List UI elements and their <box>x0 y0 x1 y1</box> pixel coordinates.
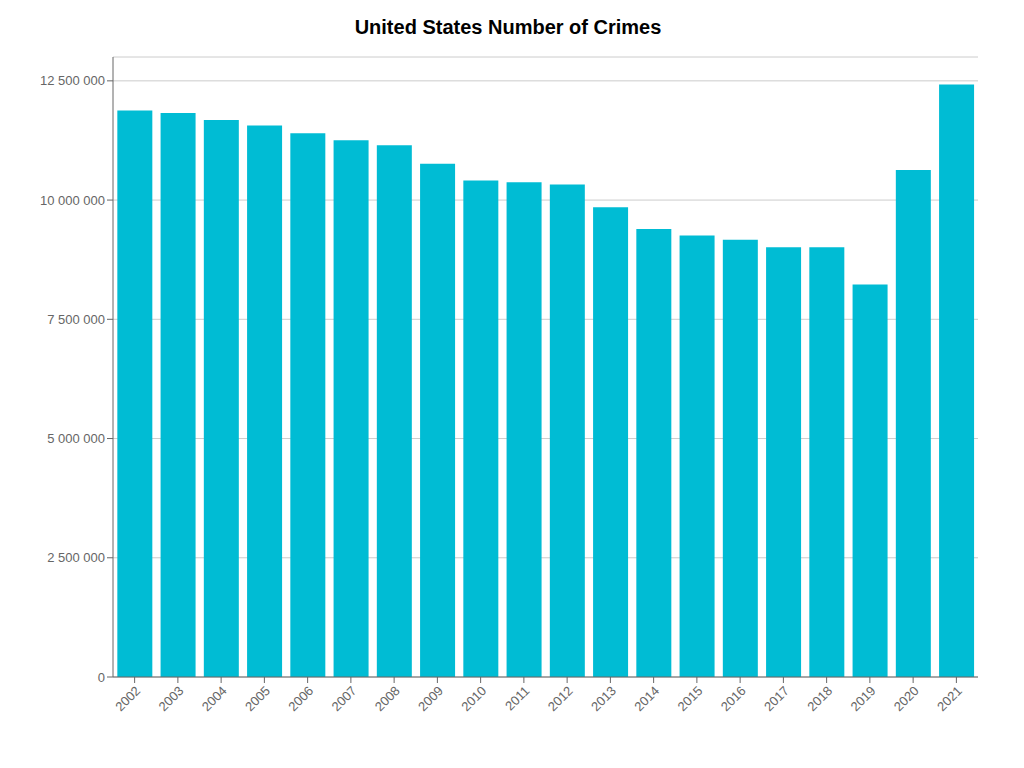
svg-text:2002: 2002 <box>112 683 143 714</box>
svg-text:2006: 2006 <box>285 683 316 714</box>
svg-text:2014: 2014 <box>631 683 662 714</box>
svg-text:2003: 2003 <box>155 683 186 714</box>
svg-text:0: 0 <box>98 670 105 685</box>
svg-text:2009: 2009 <box>415 683 446 714</box>
svg-text:2008: 2008 <box>372 683 403 714</box>
svg-text:2010: 2010 <box>458 683 489 714</box>
svg-text:7 500 000: 7 500 000 <box>47 312 105 327</box>
svg-text:2 500 000: 2 500 000 <box>47 550 105 565</box>
svg-text:2018: 2018 <box>804 683 835 714</box>
svg-text:2004: 2004 <box>199 683 230 714</box>
svg-text:12 500 000: 12 500 000 <box>40 73 105 88</box>
svg-text:2007: 2007 <box>328 683 359 714</box>
html-text:United States Number of Crimes: United States Number of Crimes <box>354 16 662 38</box>
svg-text:2016: 2016 <box>718 683 749 714</box>
svg-text:2011: 2011 <box>502 683 532 713</box>
svg-text:2019: 2019 <box>847 683 878 714</box>
svg-text:2012: 2012 <box>545 683 576 714</box>
svg-text:2015: 2015 <box>674 683 705 714</box>
svg-text:2021: 2021 <box>934 683 965 714</box>
svg-text:2017: 2017 <box>761 683 792 714</box>
svg-text:2013: 2013 <box>588 683 619 714</box>
svg-text:5 000 000: 5 000 000 <box>47 431 105 446</box>
svg-text:2005: 2005 <box>242 683 273 714</box>
svg-text:10 000 000: 10 000 000 <box>40 193 105 208</box>
svg-text:2020: 2020 <box>891 683 922 714</box>
